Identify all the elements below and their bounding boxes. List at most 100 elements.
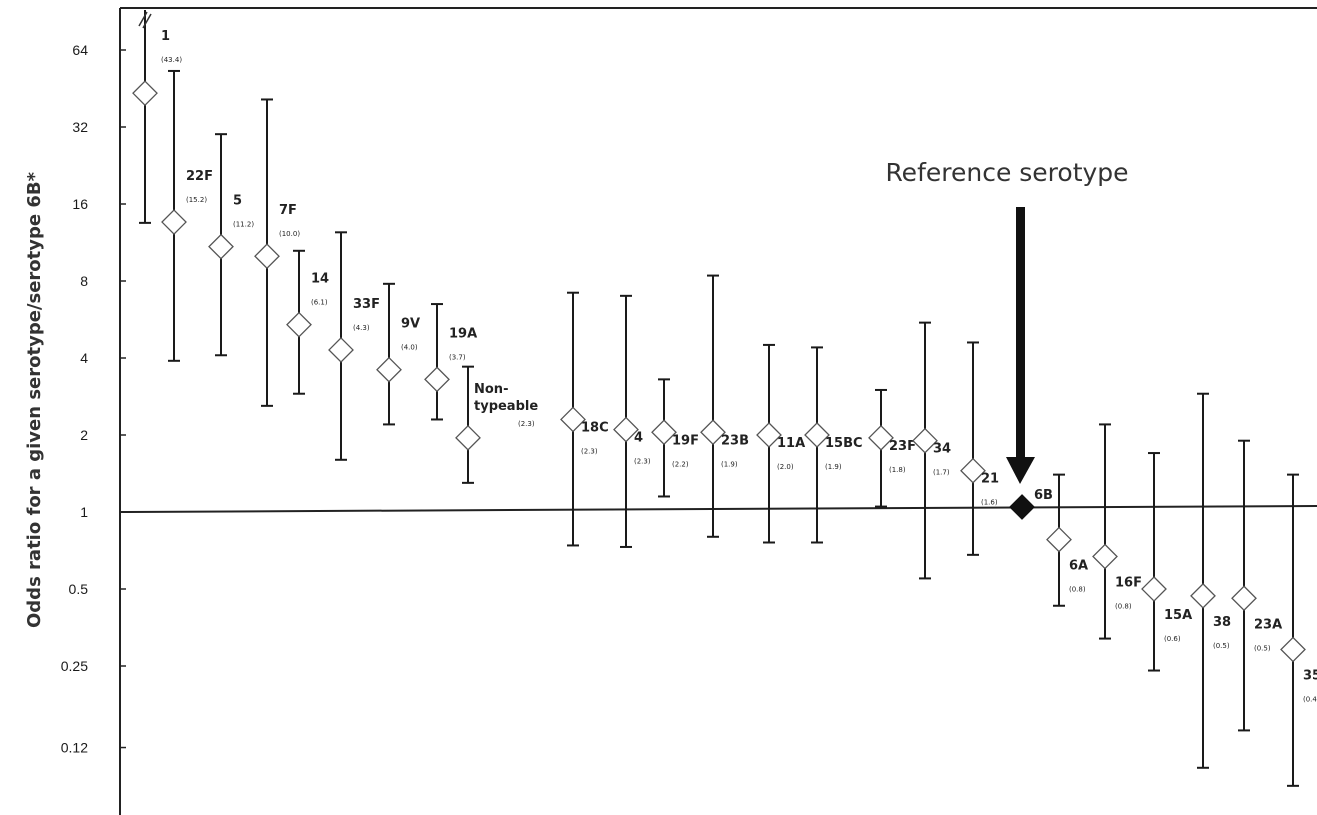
odds-ratio-marker <box>700 419 726 446</box>
serotype-label: 4 <box>634 431 643 446</box>
serotype-21: 21 (1.6) <box>960 341 999 556</box>
odds-ratio-label: (6.1) <box>311 299 328 307</box>
serotype-23a: 23A (0.5) <box>1231 439 1282 732</box>
y-tick-label: 0.12 <box>61 740 88 756</box>
odds-ratio-marker <box>376 356 402 383</box>
serotype-15bc: 15BC (1.9) <box>804 346 863 544</box>
odds-ratio-label: (15.2) <box>186 196 207 204</box>
odds-ratio-label: (0.8) <box>1115 602 1132 610</box>
serotype-label: 19F <box>672 433 699 448</box>
odds-ratio-marker <box>1046 526 1072 553</box>
serotype-label-line2: typeable <box>474 399 538 414</box>
serotype-6b: 6B <box>1009 488 1053 520</box>
serotype-label: 9V <box>401 317 420 332</box>
odds-ratio-marker <box>1141 576 1167 602</box>
odds-ratio-marker <box>804 422 830 448</box>
odds-ratio-marker <box>208 233 234 260</box>
serotype-label: 1 <box>161 29 170 44</box>
odds-ratio-label: (1.9) <box>825 463 842 471</box>
serotype-11a: 11A (2.0) <box>756 343 805 544</box>
serotype-label: 38 <box>1213 615 1231 630</box>
serotype-1: 1 (43.4) <box>132 10 182 224</box>
serotype-label: 22F <box>186 169 213 184</box>
odds-ratio-label: (2.0) <box>777 463 794 471</box>
serotype-label: 19A <box>449 326 477 341</box>
serotype-34: 34 (1.7) <box>912 321 951 580</box>
odds-ratio-marker <box>328 337 354 363</box>
odds-ratio-label: (1.9) <box>721 460 738 468</box>
serotype-23f: 23F (1.8) <box>868 388 916 508</box>
serotype-label: 7F <box>279 203 297 218</box>
odds-ratio-marker <box>960 457 986 484</box>
odds-ratio-marker <box>1231 585 1257 612</box>
odds-ratio-label: (4.0) <box>401 344 418 352</box>
odds-ratio-label: (11.2) <box>233 221 254 229</box>
serotype-5: 5 (11.2) <box>208 133 254 357</box>
serotype-label: 5 <box>233 194 242 209</box>
odds-ratio-label: (0.5) <box>1213 642 1230 650</box>
odds-ratio-label: (0.6) <box>1164 635 1181 643</box>
odds-ratio-marker <box>651 419 677 446</box>
y-tick-label: 1 <box>80 504 88 520</box>
serotype-label: 21 <box>981 472 999 487</box>
odds-ratio-marker <box>424 366 450 393</box>
odds-ratio-label: (2.3) <box>581 447 598 455</box>
axis-break-mark <box>138 11 148 27</box>
y-tick-label: 32 <box>72 119 88 135</box>
serotype-6a: 6A (0.8) <box>1046 473 1088 607</box>
odds-ratio-marker <box>254 243 280 270</box>
y-tick-label: 0.25 <box>61 658 88 674</box>
serotype-label: 23A <box>1254 617 1282 632</box>
serotype-label: Non- <box>474 382 508 397</box>
y-tick-label: 8 <box>80 273 88 289</box>
serotype-marks: 1(43.4)22F(15.2) 5(11.2)7F(10.0)14(6.1) 33… <box>132 10 1317 787</box>
serotype-15a: 15A (0.6) <box>1141 452 1192 672</box>
y-axis-title: Odds ratio for a given serotype/serotype… <box>24 171 45 628</box>
odds-ratio-marker <box>132 80 158 107</box>
serotype-label: 23F <box>889 439 916 454</box>
odds-ratio-label: (0.4) <box>1303 696 1317 704</box>
serotype-16f: 16F (0.8) <box>1092 423 1142 640</box>
serotype-label: 6B <box>1034 488 1053 503</box>
serotype-14: 14 (6.1) <box>286 249 329 395</box>
arrow-shaft <box>1016 207 1025 459</box>
odds-ratio-label: (0.5) <box>1254 644 1271 652</box>
odds-ratio-marker <box>1190 582 1216 609</box>
odds-ratio-label: (10.0) <box>279 230 300 238</box>
odds-ratio-marker <box>868 424 894 451</box>
odds-ratio-marker <box>912 427 938 454</box>
serotype-label: 11A <box>777 436 805 451</box>
serotype-9v: 9V (4.0) <box>376 282 420 426</box>
odds-ratio-label: (1.7) <box>933 469 950 477</box>
y-tick-label: 0.5 <box>69 581 89 597</box>
serotype-38: 38 (0.5) <box>1190 392 1231 769</box>
odds-ratio-marker <box>1092 543 1118 570</box>
odds-ratio-marker <box>756 422 782 448</box>
odds-ratio-label: (2.3) <box>634 458 651 466</box>
serotype-label: 14 <box>311 272 329 287</box>
axis-break-mark <box>142 13 152 29</box>
plot-frame <box>119 7 1317 815</box>
odds-ratio-label: (4.3) <box>353 324 370 332</box>
serotype-label: 23B <box>721 433 749 448</box>
odds-ratio-label: (2.2) <box>672 460 689 468</box>
serotype-22f: 22F (15.2) <box>161 69 213 362</box>
odds-ratio-label: (1.6) <box>981 499 998 507</box>
odds-ratio-marker <box>161 209 187 235</box>
odds-ratio-marker <box>1280 636 1306 663</box>
serotype-label: 18C <box>581 420 609 435</box>
serotype-35: 35 (0.4) <box>1280 473 1317 787</box>
serotype-label: 34 <box>933 442 951 457</box>
serotype-18c: 18C (2.3) <box>560 291 609 547</box>
odds-ratio-marker <box>455 424 481 451</box>
y-tick-label: 2 <box>80 427 88 443</box>
odds-ratio-label: (2.3) <box>518 420 535 428</box>
serotype-label: 6A <box>1069 559 1088 574</box>
serotype-4: 4 (2.3) <box>613 294 651 548</box>
arrow-head <box>1006 457 1035 484</box>
serotype-label: 15BC <box>825 436 863 451</box>
odds-ratio-label: (43.4) <box>161 56 182 64</box>
reference-annotation: Reference serotype <box>885 158 1129 484</box>
